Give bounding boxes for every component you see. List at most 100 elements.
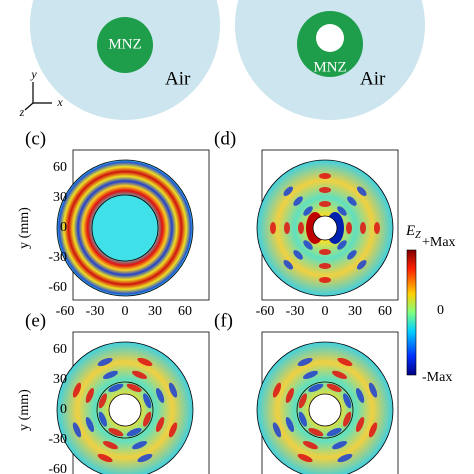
y-tick-label: -60 [48,462,67,474]
field-lobe [285,387,295,403]
field-lobe [143,411,152,427]
field-lobe [347,250,357,260]
field-lobe [85,387,95,403]
axis-x: x [56,95,63,109]
field-lobe [332,440,348,450]
core [108,393,142,427]
field-lobe [270,222,276,234]
y-axis-label: y (mm) [17,389,32,431]
core-ring [296,381,354,439]
field-lobe [72,422,82,438]
core [91,194,159,262]
air-label: Air [165,68,191,89]
field-lobe [368,422,378,438]
colorbar [406,249,417,376]
field-lobe [168,422,178,438]
schematics [24,0,425,120]
axis-y: y [30,67,37,81]
field-lobe [357,260,367,270]
field-lobe [319,201,331,207]
field-lobe [283,186,293,196]
field-lobe [343,411,352,427]
field-lobe [126,428,142,437]
field-lobe [272,382,282,398]
air-label: Air [360,68,386,89]
panel-label: (d) [214,128,236,149]
field-lobe [337,206,347,216]
field-lobe [347,196,357,206]
field-lobe [319,249,331,255]
field-lobe [97,453,113,463]
field-lobe [368,382,378,398]
field-lobe [168,382,178,398]
field-lobe [137,453,153,463]
field-lobe [98,411,107,427]
x-tick-label: 30 [148,304,162,319]
field-lobe [355,387,365,403]
field-lobe [337,453,353,463]
field-lobe [293,250,303,260]
field-lobe [355,417,365,433]
x-tick-label: 0 [122,304,129,319]
core-label: MNZ [313,59,346,75]
x-tick-label: -30 [86,304,105,319]
colorbar-max: +Max [422,235,456,250]
panel-label: (f) [214,310,233,331]
field-lobe [297,453,313,463]
y-tick-label: 30 [53,190,67,205]
field-lobe [285,417,295,433]
field-lobe [343,393,352,409]
field-lobe [143,393,152,409]
field-lobe [360,222,366,234]
field-lobe [302,440,318,450]
field-lobe [137,357,153,367]
y-tick-label: 0 [60,220,67,235]
field-lobe [102,370,118,380]
axis-z: z [19,105,25,119]
field-lobe [284,222,290,234]
y-tick-label: -60 [48,280,67,295]
y-axis-label: y (mm) [17,207,32,249]
field-lobe [326,428,342,437]
core [308,393,342,427]
field-lobe [319,263,331,269]
colorbar-mid: 0 [437,303,444,318]
field-lobe [346,222,352,234]
field-lobe [132,440,148,450]
field-lobe [298,393,307,409]
panels: (c) 60 30 0 -30 -60 -60 -30 0 30 60 y (mm) (d) -60 -30… [17,128,399,474]
field-lobe [319,173,331,179]
field-lobe [319,187,331,193]
x-tick-label: 60 [378,304,392,319]
field-lobe [374,222,380,234]
y-tick-label: -30 [48,250,67,265]
field-lobe [337,240,347,250]
field-lobe [97,357,113,367]
field-lobe [155,417,165,433]
panel-label: (e) [25,310,46,331]
field-lobe [108,428,124,437]
y-tick-label: 0 [60,402,67,417]
x-tick-label: -60 [256,304,275,319]
colorbar-title-main: E [405,223,415,239]
field-lobe [337,357,353,367]
field-lobe [272,422,282,438]
field-lobe [303,240,313,250]
field-lobe [132,370,148,380]
field-lobe [303,206,313,216]
panel-label: (c) [25,128,46,149]
x-tick-label: 60 [178,304,192,319]
field-lobe [308,428,324,437]
field-lobe [85,417,95,433]
field-lobe [108,383,124,392]
x-tick-label: -30 [286,304,305,319]
x-tick-label: -60 [56,304,75,319]
field-lobe [102,440,118,450]
field-lobe [297,357,313,367]
field-lobe [72,382,82,398]
field-lobe [155,387,165,403]
field-lobe [319,277,331,283]
field-lobe [98,393,107,409]
field-lobe [302,370,318,380]
